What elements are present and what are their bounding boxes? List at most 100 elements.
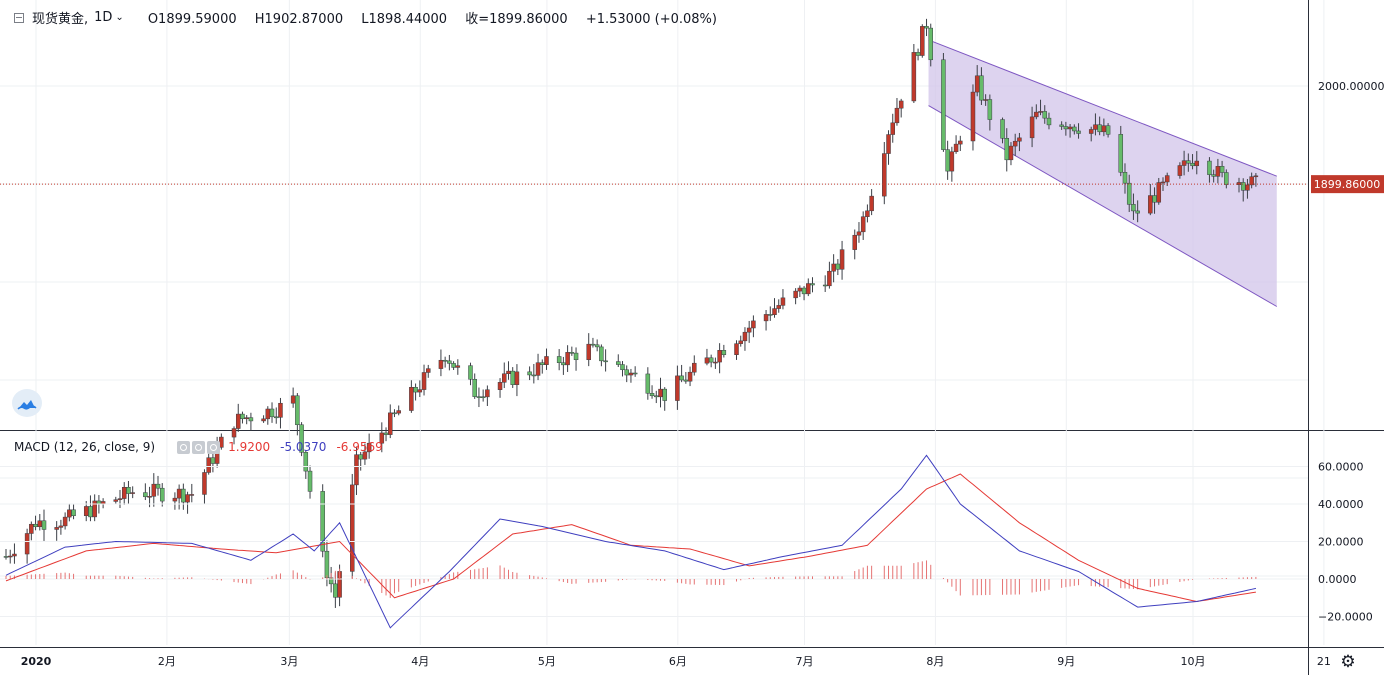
chevron-down-icon[interactable]: ⌄ (115, 12, 124, 23)
candle-body (1038, 111, 1043, 113)
candle-body (248, 417, 254, 422)
candle-body (1152, 195, 1157, 203)
candle-body (645, 373, 651, 394)
candle-body (1072, 126, 1077, 132)
candle-body (928, 27, 933, 61)
price-axis-label: 2000.00000 (1318, 80, 1384, 93)
symbol-legend: 现货黄金, 1D ⌄ O1899.59000 H1902.87000 L1898… (14, 8, 731, 27)
candle-body (628, 372, 634, 376)
candle-body (793, 290, 798, 299)
candle-body (126, 486, 131, 494)
candle-body (417, 389, 423, 393)
candle-body (569, 352, 575, 354)
cloud-logo-icon[interactable] (12, 389, 42, 417)
candle-body (687, 371, 693, 382)
candle-body (33, 523, 38, 528)
candle-body (527, 371, 532, 376)
candle-body (704, 357, 710, 364)
candle-body (1156, 182, 1162, 203)
candle-body (763, 314, 769, 322)
candle-body (1063, 126, 1069, 130)
time-axis-label: 7月 (796, 655, 814, 668)
time-axis-label: 9月 (1057, 655, 1075, 668)
macd-axis-label: 20.0000 (1318, 536, 1364, 549)
candle-body (1101, 125, 1107, 133)
time-axis-label: 10月 (1180, 655, 1205, 668)
candle-body (514, 371, 520, 385)
macd-line (5, 454, 1257, 629)
close-icon[interactable] (207, 440, 221, 454)
candle-body (1046, 117, 1052, 126)
symbol-name[interactable]: 现货黄金, (32, 12, 89, 27)
macd-axis-label: −20.0000 (1318, 611, 1373, 624)
candle-body (379, 432, 385, 444)
low-value: L1898.44000 (361, 12, 448, 27)
candle-body (358, 454, 363, 460)
candle-body (1059, 124, 1064, 127)
candle-body (67, 509, 72, 518)
candle-body (1118, 134, 1124, 173)
collapse-icon[interactable] (14, 12, 24, 23)
time-axis-label: 5月 (538, 655, 556, 668)
candle-body (590, 343, 596, 346)
gear-icon[interactable]: ⚙ (1340, 652, 1356, 672)
candle-body (155, 483, 161, 489)
candle-body (624, 369, 629, 376)
candle-body (675, 375, 680, 401)
candle-body (480, 396, 486, 398)
candle-body (768, 314, 773, 316)
candle-body (58, 525, 64, 528)
candle-body (1122, 172, 1128, 184)
gear-icon[interactable] (192, 440, 206, 454)
candle-body (708, 357, 714, 363)
candle-body (1017, 137, 1022, 142)
candle-body (751, 320, 756, 329)
candle-body (692, 362, 697, 373)
candle-body (1097, 124, 1102, 133)
candle-body (71, 509, 76, 517)
candle-body (1249, 176, 1254, 186)
candle-body (721, 350, 727, 355)
candle-body (738, 340, 743, 344)
candle-body (911, 52, 917, 102)
candle-body (1012, 140, 1018, 147)
candle-body (886, 134, 891, 154)
candle-body (3, 556, 9, 558)
candle-body (839, 249, 845, 270)
candle-body (506, 370, 511, 375)
macd-title[interactable]: MACD (12, 26, close, 9) (14, 440, 156, 454)
candle-body (573, 352, 579, 361)
candle-body (37, 520, 43, 528)
candle-body (1211, 174, 1216, 177)
channel-upper-line (928, 39, 1277, 177)
candle-body (882, 153, 887, 197)
candle-body (92, 500, 97, 518)
candle-body (776, 305, 781, 309)
candle-body (62, 516, 68, 527)
time-axis-label: 8月 (926, 655, 944, 668)
candle-body (835, 263, 841, 270)
candle-body (713, 361, 718, 364)
candle-body (7, 555, 13, 558)
candle-body (970, 91, 976, 142)
candle-body (159, 487, 165, 502)
candle-body (388, 412, 393, 435)
candle-body (1164, 175, 1170, 183)
candle-body (1148, 195, 1153, 214)
candle-body (594, 344, 600, 348)
interval-label[interactable]: 1D (94, 10, 113, 25)
candle-body (806, 283, 811, 295)
candle-body (860, 216, 866, 233)
candle-body (852, 234, 857, 250)
candle-body (544, 356, 549, 365)
candle-body (261, 418, 266, 422)
candle-body (1131, 204, 1136, 212)
time-axis-label: 21 (1317, 655, 1331, 668)
time-axis-label: 2020 (21, 655, 52, 668)
candle-body (649, 393, 655, 397)
eye-icon[interactable] (177, 440, 191, 454)
candle-body (273, 416, 279, 419)
candle-body (455, 365, 461, 368)
candle-body (235, 413, 241, 429)
